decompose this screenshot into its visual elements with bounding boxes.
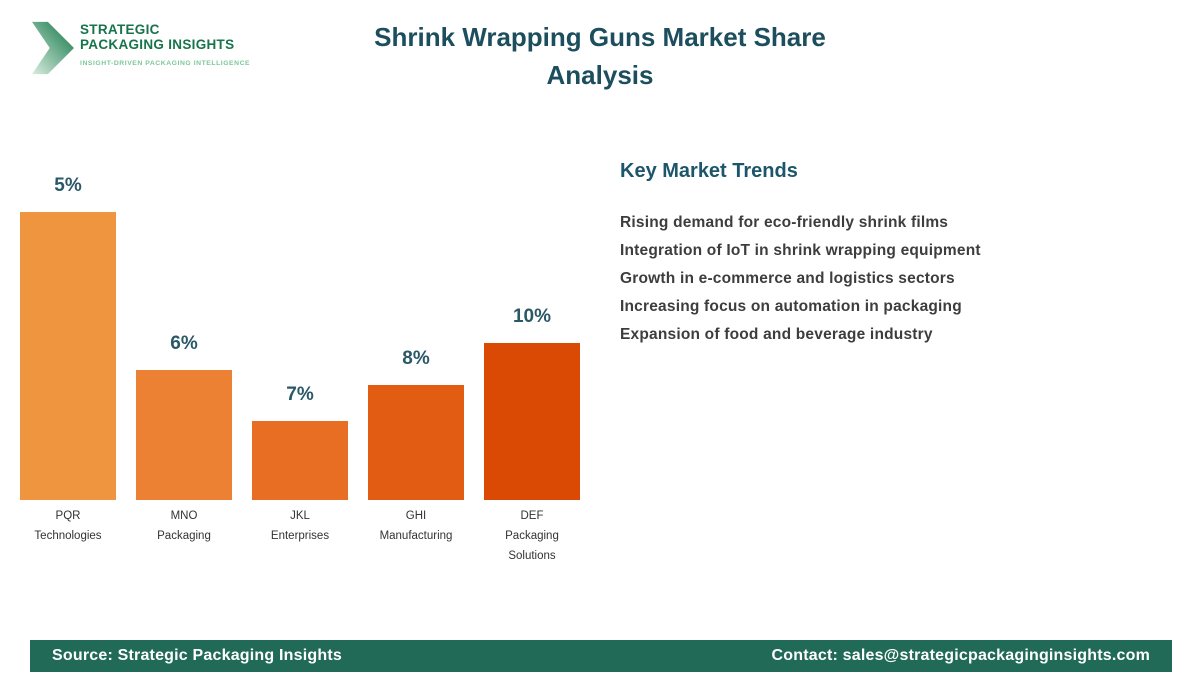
x-axis-label: DEF Packaging Solutions <box>472 506 592 566</box>
trend-item: Expansion of food and beverage industry <box>620 326 933 343</box>
brand-name-line1: STRATEGIC <box>80 22 160 37</box>
x-axis-label: MNO Packaging <box>124 506 244 546</box>
bar-value-label: 7% <box>286 384 314 405</box>
bar-column: 5% PQR Technologies <box>20 160 116 560</box>
page-title: Shrink Wrapping Guns Market Share Analys… <box>0 18 1200 94</box>
x-axis-label: GHI Manufacturing <box>356 506 476 546</box>
bar-value-label: 10% <box>512 306 552 327</box>
x-axis-label-line: MNO <box>170 510 198 522</box>
bar <box>252 421 348 500</box>
bar-column: 8% GHI Manufacturing <box>368 160 464 560</box>
page-title-line1: Shrink Wrapping Guns Market Share <box>374 22 826 52</box>
bar-value-label: 6% <box>170 333 198 354</box>
brand-logo: STRATEGIC PACKAGING INSIGHTS INSIGHT-DRI… <box>32 16 250 76</box>
brand-logo-text: STRATEGIC PACKAGING INSIGHTS INSIGHT-DRI… <box>80 16 250 67</box>
bar-value-label: 8% <box>402 348 430 369</box>
x-axis-label: PQR Technologies <box>8 506 128 546</box>
trend-item: Increasing focus on automation in packag… <box>620 298 962 315</box>
trends-list: Rising demand for eco-friendly shrink fi… <box>620 209 1090 349</box>
footer-bar: Source: Strategic Packaging Insights Con… <box>30 640 1172 672</box>
x-axis-label-line: PQR <box>55 510 81 522</box>
footer-contact: Contact: sales@strategicpackaginginsight… <box>771 647 1150 664</box>
page-title-line2: Analysis <box>546 60 654 90</box>
trend-item: Integration of IoT in shrink wrapping eq… <box>620 242 981 259</box>
bar-value-label: 5% <box>54 175 82 196</box>
trend-item: Growth in e-commerce and logistics secto… <box>620 270 955 287</box>
bar <box>136 370 232 500</box>
bar-column: 10% DEF Packaging Solutions <box>484 160 580 562</box>
chevron-arrow-icon <box>32 21 74 75</box>
bar-column: 7% JKL Enterprises <box>252 160 348 560</box>
footer-source: Source: Strategic Packaging Insights <box>52 647 342 664</box>
trends-heading: Key Market Trends <box>620 160 798 182</box>
brand-tagline: INSIGHT-DRIVEN PACKAGING INTELLIGENCE <box>80 60 251 67</box>
x-axis-label-line: Manufacturing <box>379 530 453 542</box>
x-axis-label-line: Enterprises <box>270 530 330 542</box>
brand-name-line2: PACKAGING INSIGHTS <box>80 37 235 52</box>
bar-column: 6% MNO Packaging <box>136 160 232 560</box>
trends-panel: Key Market Trends Rising demand for eco-… <box>620 160 1090 349</box>
trend-item: Rising demand for eco-friendly shrink fi… <box>620 214 949 231</box>
x-axis-label-line: GHI <box>405 510 427 522</box>
bar <box>484 343 580 500</box>
x-axis-label-line: DEF <box>520 510 544 522</box>
bar <box>368 385 464 500</box>
x-axis-label: JKL Enterprises <box>240 506 360 546</box>
x-axis-label-line: JKL <box>290 510 310 522</box>
x-axis-label-line: Packaging <box>505 530 559 542</box>
bar <box>20 212 116 500</box>
x-axis-label-line: Packaging <box>157 530 211 542</box>
x-axis-label-line: Technologies <box>34 530 102 542</box>
x-axis-label-line: Solutions <box>508 550 556 562</box>
bar-chart: 5% PQR Technologies 6% MNO Packaging 7% JKL Ente… <box>20 160 620 580</box>
